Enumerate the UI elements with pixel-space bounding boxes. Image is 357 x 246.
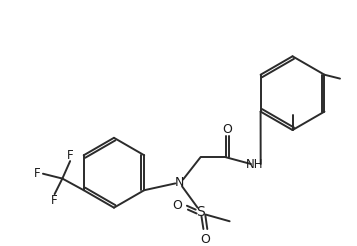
- Text: O: O: [172, 199, 182, 212]
- Text: F: F: [34, 167, 40, 180]
- Text: NH: NH: [246, 158, 263, 171]
- Text: O: O: [222, 123, 232, 136]
- Text: F: F: [51, 194, 58, 207]
- Text: F: F: [67, 149, 74, 162]
- Text: S: S: [196, 205, 205, 218]
- Text: O: O: [200, 233, 210, 246]
- Text: N: N: [175, 176, 184, 189]
